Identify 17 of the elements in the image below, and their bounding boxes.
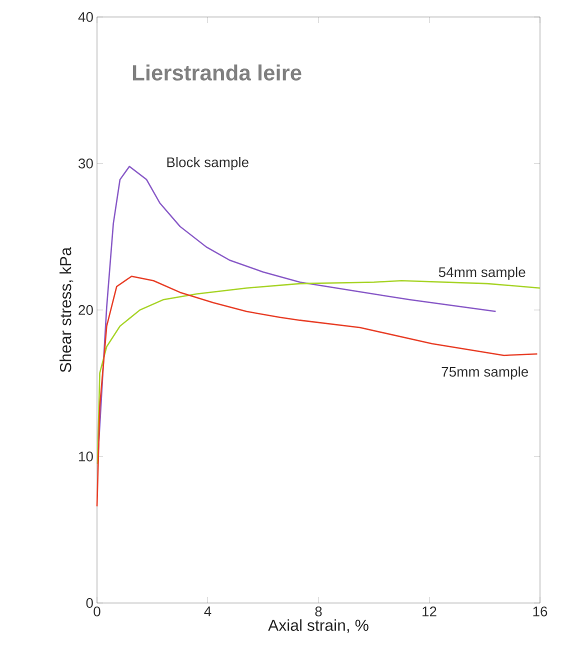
y-tick-label: 0	[86, 598, 93, 608]
series-label: Block sample	[167, 156, 248, 170]
text: Lierstranda leire	[133, 64, 302, 81]
y-tick-label: 10	[79, 452, 93, 462]
y-tick-label: 20	[78, 305, 93, 315]
series-label: 75mm sample	[442, 366, 528, 380]
x-tick-label: 8	[315, 606, 322, 616]
x-tick-label: 4	[204, 606, 212, 616]
y-tick-label: 40	[78, 12, 93, 22]
x-tick-label: 0	[94, 606, 100, 616]
x-tick-label: 12	[422, 606, 436, 616]
series-label: 54mm sample	[438, 266, 526, 280]
y-tick-label: 30	[78, 158, 93, 168]
x-axis-title: Axial strain, %	[268, 619, 368, 633]
y-axis-title: Shear stress, kPa	[60, 247, 74, 372]
line-series	[96, 280, 541, 465]
x-tick-label: 16	[533, 606, 548, 616]
